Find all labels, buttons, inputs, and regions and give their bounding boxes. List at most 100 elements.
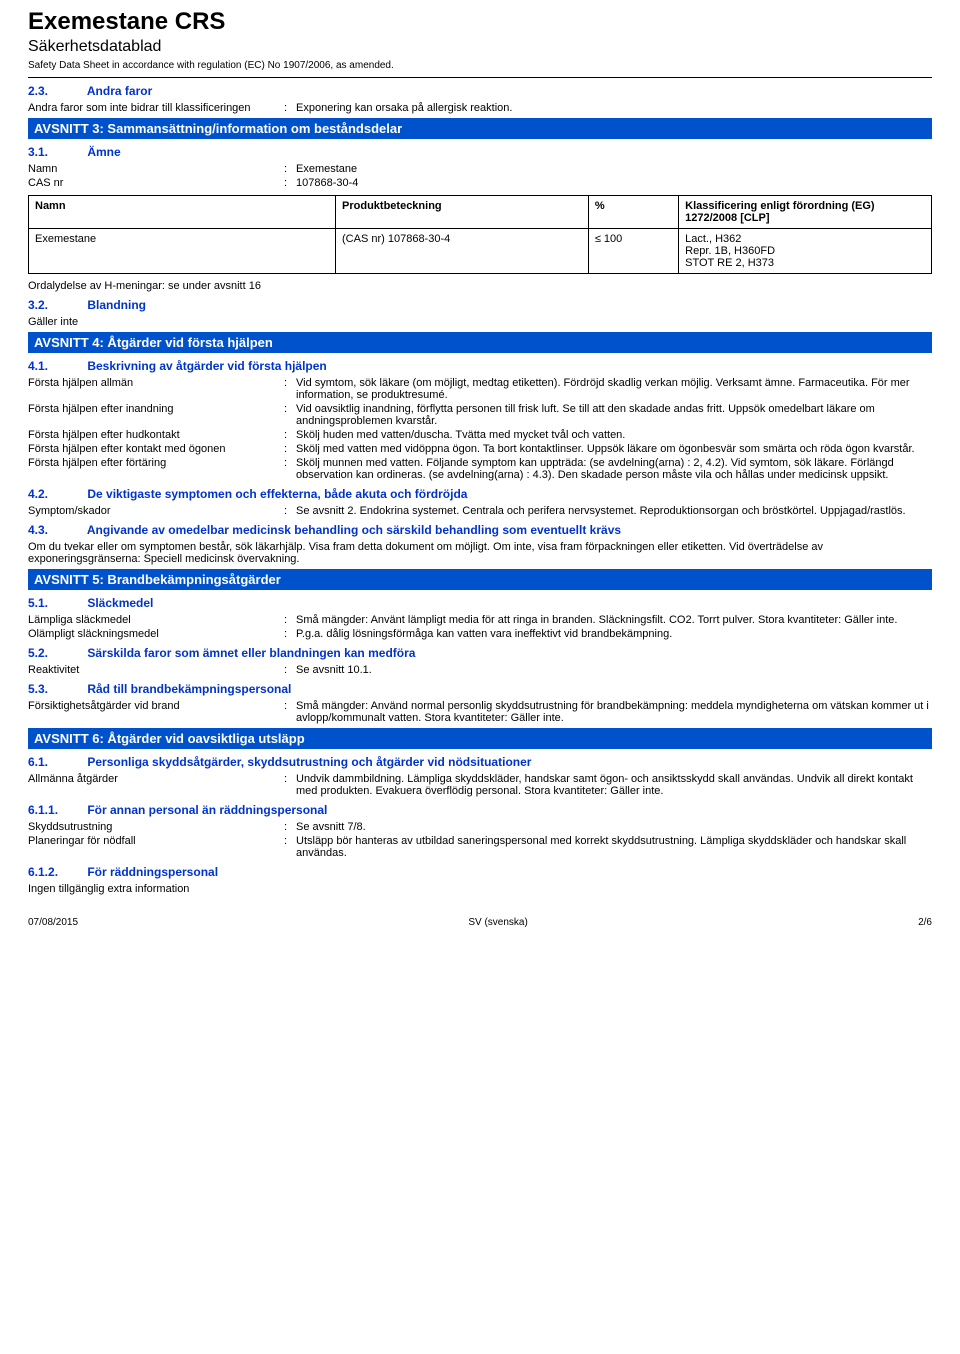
subhead-3-2: 3.2. Blandning	[28, 298, 932, 312]
subhead-num: 6.1.	[28, 755, 84, 769]
table-row: Exemestane (CAS nr) 107868-30-4 ≤ 100 La…	[29, 229, 932, 274]
value: Skölj munnen med vatten. Följande sympto…	[296, 457, 932, 481]
header-rule	[28, 77, 932, 78]
subhead-6-1-2: 6.1.2. För räddningspersonal	[28, 865, 932, 879]
subhead-title: Beskrivning av åtgärder vid första hjälp…	[87, 359, 326, 373]
section-5-head: AVSNITT 5: Brandbekämpningsåtgärder	[28, 569, 932, 590]
subhead-5-1: 5.1. Släckmedel	[28, 596, 932, 610]
value: Vid oavsiktlig inandning, förflytta pers…	[296, 403, 932, 427]
kv-andra-faror: Andra faror som inte bidrar till klassif…	[28, 102, 932, 114]
footer-date: 07/08/2015	[28, 917, 78, 928]
colon: :	[284, 835, 296, 859]
td-klass: Lact., H362 Repr. 1B, H360FD STOT RE 2, …	[679, 229, 932, 274]
subhead-4-2: 4.2. De viktigaste symptomen och effekte…	[28, 487, 932, 501]
subhead-4-3: 4.3. Angivande av omedelbar medicinsk be…	[28, 523, 932, 537]
subhead-title: Blandning	[87, 298, 146, 312]
subhead-num: 3.1.	[28, 145, 84, 159]
kv-cas: CAS nr : 107868-30-4	[28, 177, 932, 189]
footer-page: 2/6	[918, 917, 932, 928]
kv-row: Första hjälpen efter kontakt med ögonen:…	[28, 443, 932, 455]
subhead-5-3: 5.3. Råd till brandbekämpningspersonal	[28, 682, 932, 696]
subhead-title: Personliga skyddsåtgärder, skyddsutrustn…	[87, 755, 531, 769]
subhead-title: Släckmedel	[87, 596, 153, 610]
kv-row: Första hjälpen efter inandning:Vid oavsi…	[28, 403, 932, 427]
colon: :	[284, 614, 296, 626]
subhead-num: 6.1.2.	[28, 865, 84, 879]
subhead-2-3: 2.3. Andra faror	[28, 84, 932, 98]
label: Första hjälpen efter inandning	[28, 403, 284, 427]
kv-row: Första hjälpen allmän:Vid symtom, sök lä…	[28, 377, 932, 401]
subhead-6-1-1: 6.1.1. För annan personal än räddningspe…	[28, 803, 932, 817]
subhead-title: Angivande av omedelbar medicinsk behandl…	[87, 523, 621, 537]
th-produktbeteckning: Produktbeteckning	[336, 196, 589, 229]
doc-title: Exemestane CRS	[28, 8, 932, 36]
label: Skyddsutrustning	[28, 821, 284, 833]
label: Olämpligt släckningsmedel	[28, 628, 284, 640]
footer-lang: SV (svenska)	[468, 917, 527, 928]
colon: :	[284, 505, 296, 517]
kv-row: Planeringar för nödfall:Utsläpp bör hant…	[28, 835, 932, 859]
label: Första hjälpen efter förtäring	[28, 457, 284, 481]
doc-reg: Safety Data Sheet in accordance with reg…	[28, 60, 932, 71]
subhead-6-1: 6.1. Personliga skyddsåtgärder, skyddsut…	[28, 755, 932, 769]
footer: 07/08/2015 SV (svenska) 2/6	[28, 913, 932, 928]
subhead-num: 5.2.	[28, 646, 84, 660]
subhead-num: 2.3.	[28, 84, 84, 98]
subhead-num: 5.1.	[28, 596, 84, 610]
value: Exemestane	[296, 163, 932, 175]
kv-row: Första hjälpen efter förtäring:Skölj mun…	[28, 457, 932, 481]
subhead-num: 6.1.1.	[28, 803, 84, 817]
label: Andra faror som inte bidrar till klassif…	[28, 102, 284, 114]
value: Små mängder: Använd normal personlig sky…	[296, 700, 932, 724]
section-6-head: AVSNITT 6: Åtgärder vid oavsiktliga utsl…	[28, 728, 932, 749]
colon: :	[284, 773, 296, 797]
colon: :	[284, 700, 296, 724]
kv-row: Skyddsutrustning:Se avsnitt 7/8.	[28, 821, 932, 833]
label: Reaktivitet	[28, 664, 284, 676]
th-klass: Klassificering enligt förordning (EG) 12…	[679, 196, 932, 229]
subhead-num: 5.3.	[28, 682, 84, 696]
subhead-num: 4.3.	[28, 523, 84, 537]
th-percent: %	[588, 196, 678, 229]
colon: :	[284, 429, 296, 441]
subhead-3-1: 3.1. Ämne	[28, 145, 932, 159]
value: 107868-30-4	[296, 177, 932, 189]
colon: :	[284, 403, 296, 427]
kv-namn: Namn : Exemestane	[28, 163, 932, 175]
doc-subtitle: Säkerhetsdatablad	[28, 38, 932, 56]
kv-row: Olämpligt släckningsmedel:P.g.a. dålig l…	[28, 628, 932, 640]
subhead-title: De viktigaste symptomen och effekterna, …	[87, 487, 467, 501]
label: Försiktighetsåtgärder vid brand	[28, 700, 284, 724]
value: Vid symtom, sök läkare (om möjligt, medt…	[296, 377, 932, 401]
colon: :	[284, 628, 296, 640]
td-namn: Exemestane	[29, 229, 336, 274]
section-3-head: AVSNITT 3: Sammansättning/information om…	[28, 118, 932, 139]
subhead-title: För räddningspersonal	[87, 865, 218, 879]
label: Första hjälpen efter hudkontakt	[28, 429, 284, 441]
kv-row: Första hjälpen efter hudkontakt:Skölj hu…	[28, 429, 932, 441]
subhead-title: För annan personal än räddningspersonal	[87, 803, 327, 817]
value: Undvik dammbildning. Lämpliga skyddskläd…	[296, 773, 932, 797]
kv-row: Symptom/skador:Se avsnitt 2. Endokrina s…	[28, 505, 932, 517]
value: P.g.a. dålig lösningsförmåga kan vatten …	[296, 628, 932, 640]
value: Utsläpp bör hanteras av utbildad sanerin…	[296, 835, 932, 859]
value: Se avsnitt 10.1.	[296, 664, 932, 676]
colon: :	[284, 163, 296, 175]
colon: :	[284, 457, 296, 481]
kv-row: Reaktivitet:Se avsnitt 10.1.	[28, 664, 932, 676]
kv-row: Lämpliga släckmedel:Små mängder: Använt …	[28, 614, 932, 626]
ordal-text: Ordalydelse av H-meningar: se under avsn…	[28, 280, 932, 292]
kv-row: Allmänna åtgärder:Undvik dammbildning. L…	[28, 773, 932, 797]
s43-body: Om du tvekar eller om symptomen består, …	[28, 541, 932, 565]
subhead-title: Ämne	[87, 145, 120, 159]
section-4-head: AVSNITT 4: Åtgärder vid första hjälpen	[28, 332, 932, 353]
td-pct: ≤ 100	[588, 229, 678, 274]
subhead-num: 3.2.	[28, 298, 84, 312]
s612-body: Ingen tillgänglig extra information	[28, 883, 932, 895]
colon: :	[284, 664, 296, 676]
colon: :	[284, 821, 296, 833]
value: Exponering kan orsaka på allergisk reakt…	[296, 102, 932, 114]
label: Planeringar för nödfall	[28, 835, 284, 859]
kv-row: Försiktighetsåtgärder vid brand:Små mäng…	[28, 700, 932, 724]
label: Lämpliga släckmedel	[28, 614, 284, 626]
